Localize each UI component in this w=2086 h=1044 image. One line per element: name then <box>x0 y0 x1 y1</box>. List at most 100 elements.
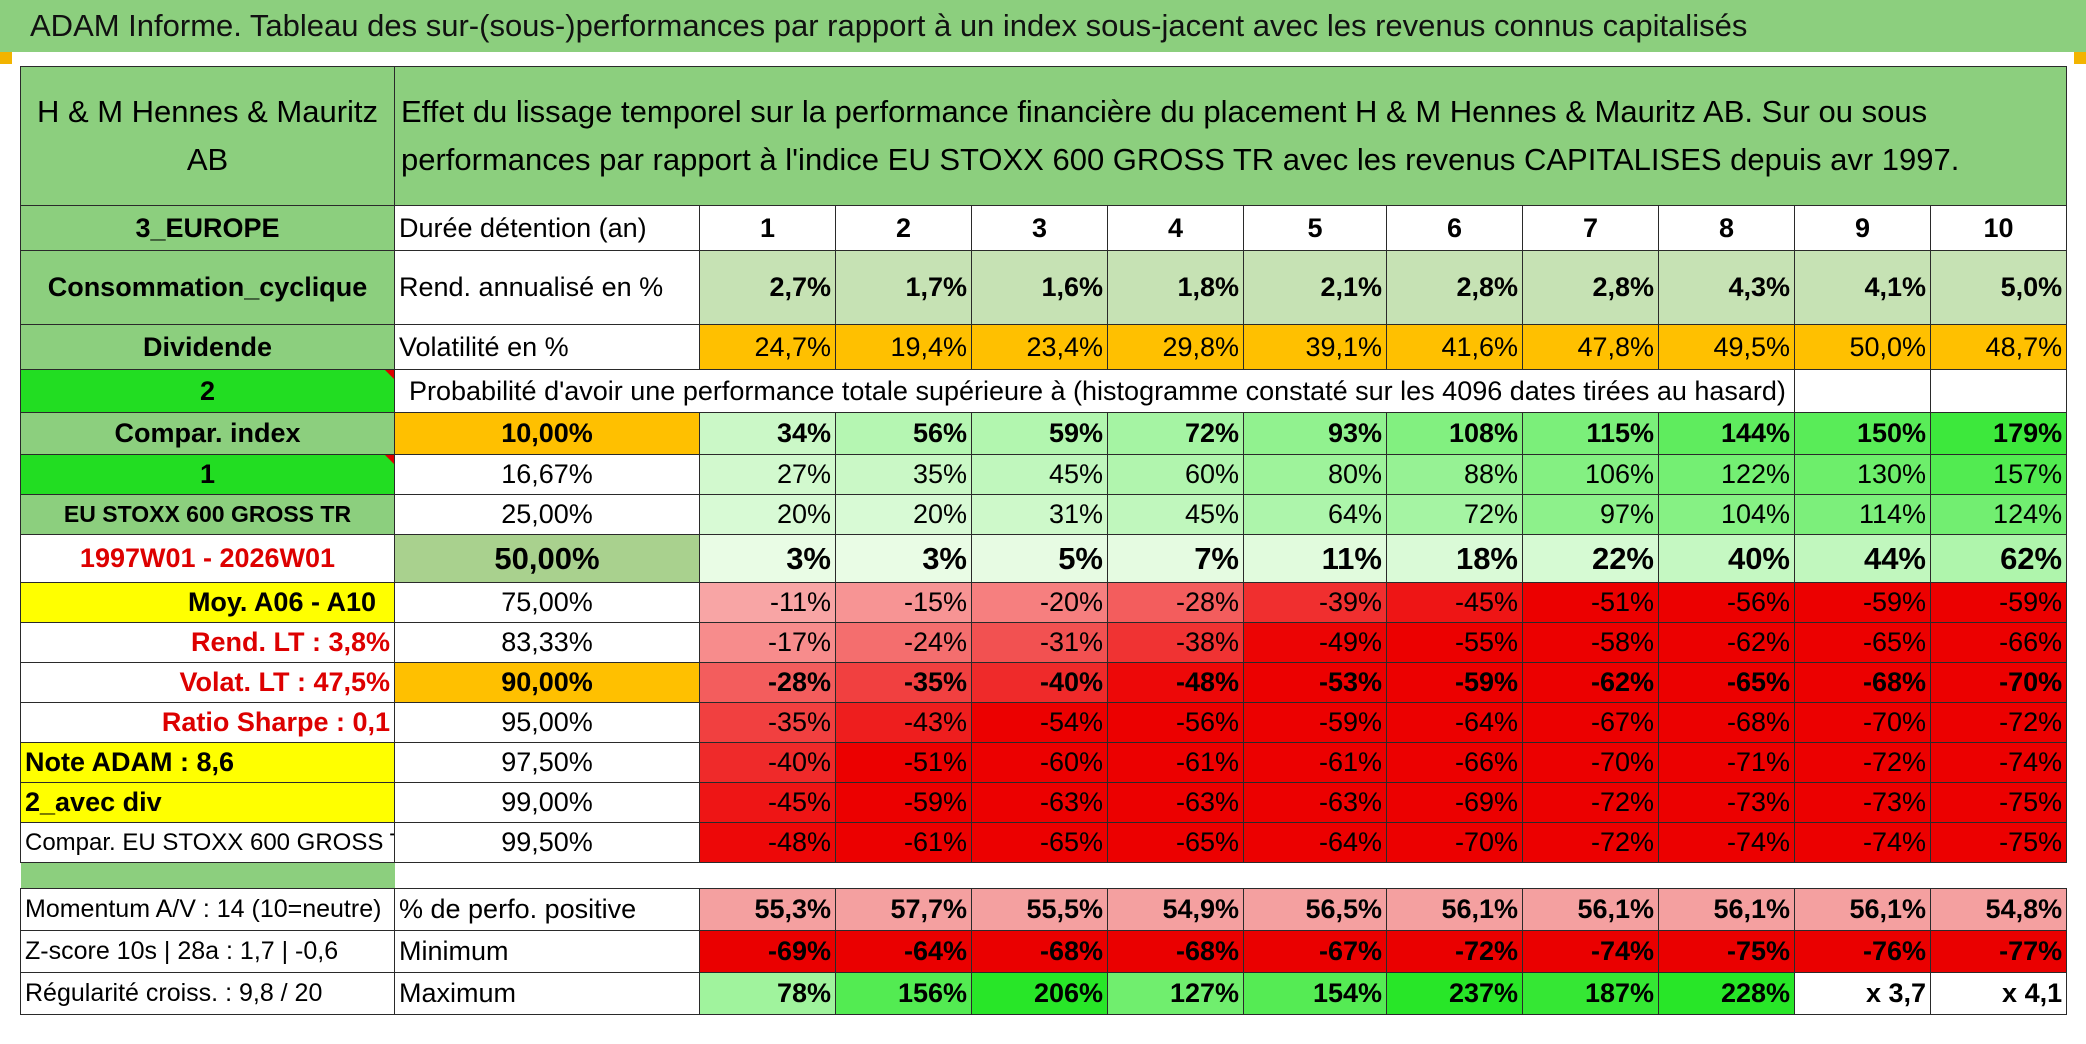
year-header: 1 <box>699 205 836 251</box>
probability-value: -40% <box>699 742 836 783</box>
maximum-value: x 4,1 <box>1929 972 2068 1015</box>
probability-value: -70% <box>1794 702 1931 743</box>
probability-header-row: 2 Probabilité d'avoir une performance tot… <box>20 369 2068 413</box>
probability-value: -59% <box>835 782 972 823</box>
probability-value: 130% <box>1794 454 1931 495</box>
probability-threshold: 99,50% <box>394 822 700 863</box>
volatility-value: 29,8% <box>1107 324 1244 370</box>
maximum-row: Régularité croiss. : 9,8 / 20 Maximum 78% 1… <box>20 972 2068 1015</box>
probability-value: -45% <box>699 782 836 823</box>
volatility-value: 39,1% <box>1243 324 1387 370</box>
return-value: 2,7% <box>699 250 836 325</box>
probability-row: Ratio Sharpe : 0,1 95,00% -35% -43% -54% -56%… <box>20 702 2068 743</box>
probability-value: -75% <box>1929 822 2068 863</box>
probability-value: -61% <box>1243 742 1387 783</box>
performance-table: H & M Hennes & Mauritz AB Effet du lissa… <box>20 66 2068 1015</box>
probability-value: -48% <box>1107 662 1244 703</box>
spacer-row <box>20 862 2067 889</box>
description: Effet du lissage temporel sur la perform… <box>393 66 2068 206</box>
volatility-value: 23,4% <box>971 324 1108 370</box>
probability-value: -60% <box>971 742 1108 783</box>
probability-value: -73% <box>1658 782 1795 823</box>
probability-row: 1 16,67% 27% 35% 45% 60% 80% 88% 106% 122% 130% 157… <box>20 454 2068 495</box>
probability-value: -63% <box>1243 782 1387 823</box>
probability-value: 7% <box>1107 534 1244 583</box>
positive-performance-value: 56,1% <box>1522 888 1659 931</box>
probability-value: 18% <box>1386 534 1523 583</box>
maximum-value: 237% <box>1386 972 1523 1015</box>
probability-threshold: 50,00% <box>394 534 700 583</box>
region-label: 3_EUROPE <box>20 205 395 251</box>
probability-value: -39% <box>1243 582 1387 623</box>
minimum-value: -75% <box>1658 930 1795 973</box>
value-2-label: 2 <box>20 369 395 413</box>
probability-value: -63% <box>1107 782 1244 823</box>
positive-performance-value: 56,1% <box>1386 888 1523 931</box>
probability-threshold: 75,00% <box>394 582 700 623</box>
probability-value: -67% <box>1522 702 1659 743</box>
probability-value: -72% <box>1794 742 1931 783</box>
probability-value: -59% <box>1929 582 2068 623</box>
probability-value: 31% <box>971 494 1108 535</box>
probability-value: -58% <box>1522 622 1659 663</box>
with-dividend-label: 2_avec div <box>20 782 395 823</box>
probability-value: 115% <box>1522 412 1659 455</box>
probability-value: -59% <box>1243 702 1387 743</box>
probability-value: 22% <box>1522 534 1659 583</box>
probability-value: 144% <box>1658 412 1795 455</box>
positive-performance-value: 57,7% <box>835 888 972 931</box>
probability-value: -15% <box>835 582 972 623</box>
empty-cell <box>1794 369 1931 413</box>
probability-value: 179% <box>1929 412 2068 455</box>
probability-row: Volat. LT : 47,5% 90,00% -28% -35% -40% -48% -… <box>20 662 2068 703</box>
probability-value: 106% <box>1522 454 1659 495</box>
positive-performance-value: 54,9% <box>1107 888 1244 931</box>
average-label: Moy. A06 - A10 <box>20 582 395 623</box>
probability-value: 150% <box>1794 412 1931 455</box>
probability-threshold: 16,67% <box>394 454 700 495</box>
probability-value: 3% <box>835 534 972 583</box>
empty-cell <box>1929 369 2068 413</box>
probability-row: Moy. A06 - A10 75,00% -11% -15% -20% -28% -39%… <box>20 582 2068 623</box>
return-value: 1,6% <box>971 250 1108 325</box>
volatility-value: 19,4% <box>835 324 972 370</box>
probability-value: -35% <box>835 662 972 703</box>
probability-value: -53% <box>1243 662 1387 703</box>
probability-row: Rend. LT : 3,8% 83,33% -17% -24% -31% -38% -49… <box>20 622 2068 663</box>
probability-value: -66% <box>1929 622 2068 663</box>
sector-label: Consommation_cyclique <box>20 250 395 325</box>
probability-value: -65% <box>971 822 1108 863</box>
header-row: H & M Hennes & Mauritz AB Effet du lissa… <box>20 66 2068 206</box>
positive-performance-label: % de perfo. positive <box>394 888 700 931</box>
probability-value: 27% <box>699 454 836 495</box>
company-name: H & M Hennes & Mauritz AB <box>20 66 395 206</box>
return-value: 1,7% <box>835 250 972 325</box>
probability-value: 20% <box>835 494 972 535</box>
probability-value: 93% <box>1243 412 1387 455</box>
minimum-value: -64% <box>835 930 972 973</box>
positive-performance-value: 54,8% <box>1929 888 2068 931</box>
minimum-value: -72% <box>1386 930 1523 973</box>
probability-value: -59% <box>1794 582 1931 623</box>
momentum-label: Momentum A/V : 14 (10=neutre) <box>20 888 395 931</box>
return-value: 1,8% <box>1107 250 1244 325</box>
probability-value: 97% <box>1522 494 1659 535</box>
return-value: 2,8% <box>1522 250 1659 325</box>
probability-value: -51% <box>1522 582 1659 623</box>
probability-value: -55% <box>1386 622 1523 663</box>
volatility-value: 24,7% <box>699 324 836 370</box>
return-label: Rend. annualisé en % <box>394 250 700 325</box>
minimum-value: -68% <box>971 930 1108 973</box>
compar-index-label: Compar. index <box>20 412 395 455</box>
probability-value: 88% <box>1386 454 1523 495</box>
probability-value: -54% <box>971 702 1108 743</box>
probability-value: 108% <box>1386 412 1523 455</box>
probability-value: 56% <box>835 412 972 455</box>
probability-value: 72% <box>1107 412 1244 455</box>
long-term-return-label: Rend. LT : 3,8% <box>20 622 395 663</box>
probability-value: -38% <box>1107 622 1244 663</box>
year-header: 9 <box>1794 205 1931 251</box>
probability-row: Compar. EU STOXX 600 GROSS TR 99,50% -48% -… <box>20 822 2068 863</box>
probability-value: 64% <box>1243 494 1387 535</box>
year-header: 7 <box>1522 205 1659 251</box>
